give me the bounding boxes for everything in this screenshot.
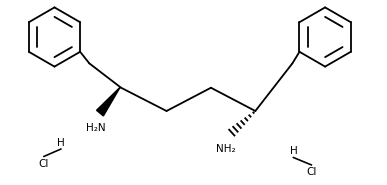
Text: NH₂: NH₂ (216, 144, 236, 154)
Text: H₂N: H₂N (86, 123, 106, 133)
Text: H: H (289, 146, 297, 156)
Text: Cl: Cl (306, 167, 317, 177)
Text: H: H (57, 138, 65, 148)
Text: Cl: Cl (39, 159, 49, 169)
Polygon shape (96, 87, 120, 116)
